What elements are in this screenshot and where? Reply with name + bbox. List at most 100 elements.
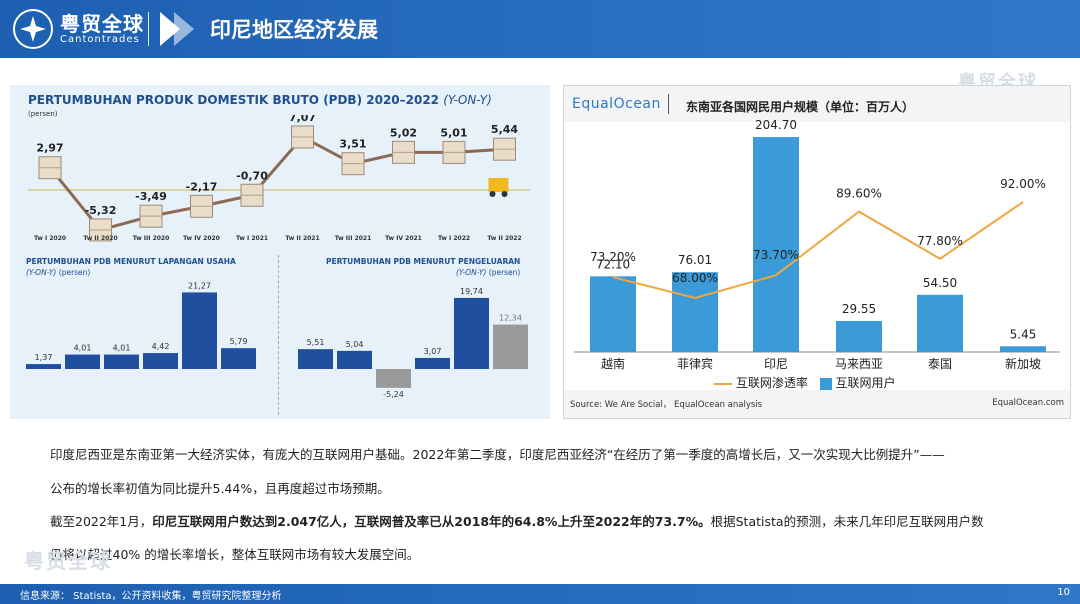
internet-users-chart-panel: EqualOcean 东南亚各国网民用户规模（单位：百万人） 72.10 越南 76… [563,85,1071,419]
gdp-infographic-panel: PERTUMBUHAN PRODUK DOMESTIK BRUTO (PDB) … [10,85,550,419]
penetration-label-4: 89.60% [836,187,882,201]
subchart-divider [278,255,279,415]
forklift-icon [488,178,509,192]
user-bar-3 [753,137,799,352]
sector-bar-label-5: 21,27 [188,281,211,290]
legend-bar-label: 互联网用户 [835,376,896,390]
internet-chart-title: 东南亚各国网民用户规模（单位：百万人） [686,100,915,114]
paragraph-2-line-2: 仍将以超过40% 的增长率增长，整体互联网市场有较大发展空间。 [50,547,420,562]
header-bar: 粤贸全球 Cantontrades 印尼地区经济发展 [0,0,1080,58]
sector-chart-title: PERTUMBUHAN PDB MENURUT LAPANGAN USAHA [26,257,236,266]
internet-users-combo-chart: 72.10 越南 76.01 菲律宾 204.70 印尼 29.55 马来西亚 54.50 泰国 5… [574,118,1060,371]
expenditure-bar-1 [298,349,333,369]
header-divider [148,12,149,46]
sector-chart-unit: (Y-ON-Y) (persen) [26,268,91,277]
gdp-value-label-10: 5,44 [491,123,518,136]
sector-bar-5 [182,292,217,369]
user-bar-label-5: 54.50 [923,276,957,290]
gdp-sub-bar-charts: 1,37 4,01 4,01 4,42 21,27 5,79 5,51 5,04 -5,24 3,… [26,281,528,399]
legend-line-swatch [714,382,732,385]
legend-bar-swatch [819,377,832,390]
user-bar-2 [672,272,718,352]
expenditure-bar-label-4: 3,07 [424,347,442,356]
paragraph-1-line-1: 印度尼西亚是东南亚第一大经济实体，有庞大的互联网用户基础。2022年第二季度，印… [50,447,945,462]
category-label-6: 新加坡 [1005,356,1041,371]
expenditure-bar-label-1: 5,51 [307,338,325,347]
sector-bar-label-4: 4,42 [152,342,170,351]
category-label-2: 菲律宾 [677,356,713,371]
forklift-wheel-1 [489,191,496,197]
gdp-value-label-1: 2,97 [36,142,63,155]
gdp-value-label-4: -2,17 [186,180,218,193]
category-label-1: 越南 [601,356,625,371]
user-bar-4 [836,320,882,352]
expenditure-bar-label-2: 5,04 [346,340,364,349]
chart-site: EqualOcean.com [992,398,1064,408]
sector-bar-4 [143,353,178,369]
gdp-quarter-label-9: Tw I 2022 [438,235,470,242]
expenditure-bar-4 [415,357,450,369]
expenditure-chart-unit: (Y-ON-Y) (persen) [456,268,521,277]
page-title: 印尼地区经济发展 [210,18,378,42]
penetration-label-1: 73.20% [590,250,636,264]
gdp-value-label-9: 5,01 [440,126,467,139]
gdp-quarter-label-10: Tw II 2022 [487,235,521,242]
footer-source: 信息来源： Statista，公开资料收集，粤贸研究院整理分析 [20,591,282,602]
gdp-quarter-label-3: Tw III 2020 [133,235,170,242]
gdp-quarter-label-5: Tw I 2021 [236,235,268,242]
user-bar-1 [590,276,636,352]
user-bar-label-3: 204.70 [755,118,797,132]
expenditure-bar-6 [493,324,528,369]
gdp-value-label-3: -3,49 [135,190,167,203]
chart-footer: Source: We Are Social， EqualOcean analys… [564,390,1070,418]
gdp-value-label-8: 5,02 [390,126,417,139]
page-number: 10 [1057,587,1070,598]
sector-bar-6 [221,348,256,369]
logo-english-name: Cantontrades [60,34,140,45]
penetration-label-5: 77.80% [917,234,963,248]
expenditure-bar-5 [454,297,489,369]
penetration-label-2: 68.00% [672,271,718,285]
gdp-unit-label: (persen) [28,110,58,118]
category-label-5: 泰国 [928,357,952,371]
penetration-label-3: 73.70% [753,248,799,262]
chart-source: Source: We Are Social， EqualOcean analys… [570,400,763,410]
paragraph-1-line-2: 公布的增长率初值为同比提升5.44%，且再度超过市场预期。 [50,481,390,496]
sector-bar-3 [104,354,139,369]
expenditure-bar-label-5: 19,74 [460,287,483,296]
gdp-chart-title: PERTUMBUHAN PRODUK DOMESTIK BRUTO (PDB) … [28,93,492,107]
gdp-quarter-label-1: Tw I 2020 [34,235,66,242]
category-label-3: 印尼 [764,357,788,371]
sector-bar-label-1: 1,37 [35,353,53,362]
gdp-quarter-label-8: Tw IV 2021 [385,235,422,242]
gdp-quarter-label-4: Tw IV 2020 [183,235,220,242]
gdp-value-label-7: 3,51 [339,138,366,151]
expenditure-chart-title: PERTUMBUHAN PDB MENURUT PENGELUARAN [326,257,521,266]
equalocean-logo: EqualOcean [572,96,661,112]
sector-bar-1 [26,364,61,369]
chevron-right-icon [160,12,194,46]
gdp-growth-line [48,135,505,232]
sector-bar-2 [65,354,100,369]
user-bar-5 [917,294,963,352]
forklift-wheel-2 [501,191,508,197]
chart-header: EqualOcean 东南亚各国网民用户规模（单位：百万人） [564,86,1070,122]
gdp-quarter-label-7: Tw III 2021 [335,235,372,242]
sector-bar-label-2: 4,01 [74,344,92,353]
user-bar-label-6: 5.45 [1010,327,1037,341]
gdp-quarter-label-6: Tw II 2021 [285,235,319,242]
gdp-value-label-6: 7,07 [289,115,316,124]
legend-line-label: 互联网渗透率 [735,376,808,390]
gdp-line-chart: 2,97 Tw I 2020 -5,32 Tw II 2020 -3,49 Tw III … [28,115,530,242]
expenditure-bar-label-3: -5,24 [383,390,404,399]
footer-bar: 信息来源： Statista，公开资料收集，粤贸研究院整理分析 10 [0,584,1080,604]
paragraph-2-line-1: 截至2022年1月，印尼互联网用户数达到2.047亿人，互联网普及率已从2018… [50,514,984,529]
watermark-bottom: 粤贸全球 [24,549,112,573]
sector-bar-label-3: 4,01 [113,344,131,353]
cantontrades-logo-icon [13,9,53,49]
gdp-value-label-2: -5,32 [85,204,117,217]
penetration-line [612,201,1024,300]
header-separator [668,94,669,114]
user-bar-label-4: 29.55 [842,302,876,316]
expenditure-bar-3 [376,369,411,388]
